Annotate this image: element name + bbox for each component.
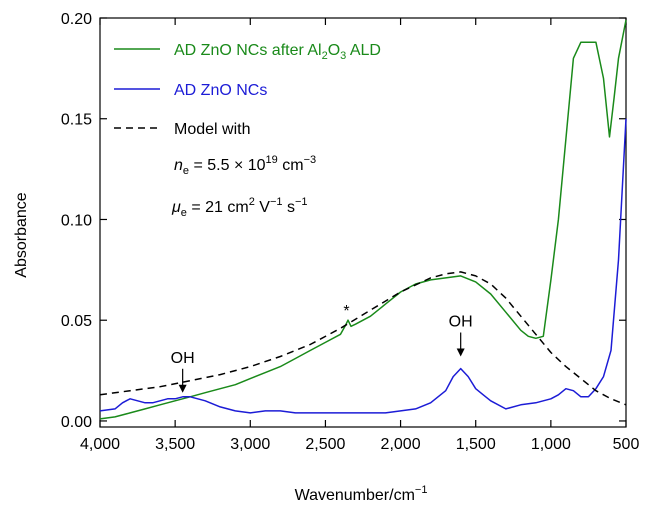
x-tick-label: 2,500 (305, 436, 345, 453)
y-tick-label: 0.10 (61, 212, 92, 229)
y-tick-label: 0.15 (61, 112, 92, 129)
series-layer (99, 19, 627, 420)
axis-ticks: 4,000 3,500 3,000 2,500 2,000 1,500 1,000 500 0.… (61, 11, 640, 453)
x-tick-label: 1,500 (456, 436, 496, 453)
x-tick-label: 500 (613, 436, 640, 453)
x-tick-label: 3,000 (230, 436, 270, 453)
plot-frame (99, 17, 627, 428)
x-axis-title: Wavenumber/cm−1 (295, 484, 428, 504)
oh-annotation: OH (171, 350, 195, 367)
legend-label-green: AD ZnO NCs after Al2O3 ALD (174, 42, 381, 62)
annotations: OH OH * (171, 303, 473, 393)
legend-label-dashed: Model with (174, 121, 250, 138)
series-model-dashed (99, 271, 627, 406)
model-ne-label: ne = 5.5 × 1019 cm−3 (174, 154, 316, 177)
y-tick-label: 0.00 (61, 414, 92, 431)
series-green-after-ald (99, 19, 627, 420)
x-tick-label: 1,000 (531, 436, 571, 453)
model-mu-label: μe = 21 cm2 V−1 s−1 (171, 196, 308, 219)
oh-arrow-head (456, 348, 465, 357)
x-tick-label: 3,500 (155, 436, 195, 453)
y-tick-label: 0.20 (61, 11, 92, 28)
legend: AD ZnO NCs after Al2O3 ALD AD ZnO NCs Mo… (114, 42, 381, 219)
series-blue-zno (99, 118, 627, 414)
x-tick-label: 2,000 (381, 436, 421, 453)
oh-annotation: OH (449, 314, 473, 331)
asterisk-annotation: * (343, 303, 349, 320)
y-tick-label: 0.05 (61, 313, 92, 330)
y-axis-title: Absorbance (13, 192, 30, 277)
x-tick-label: 4,000 (80, 436, 120, 453)
oh-arrow-head (178, 384, 187, 393)
legend-label-blue: AD ZnO NCs (174, 82, 267, 99)
